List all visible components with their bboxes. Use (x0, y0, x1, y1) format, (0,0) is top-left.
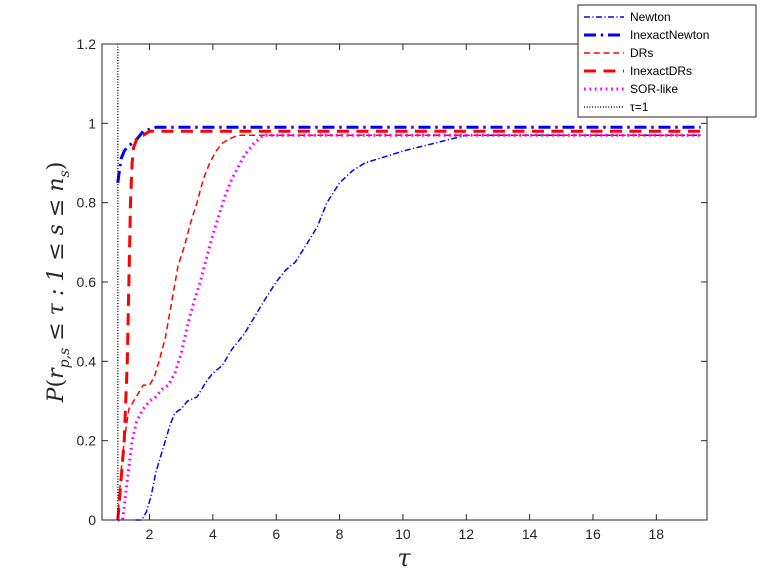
x-tick-label: 2 (146, 526, 154, 542)
x-axis-label: τ (397, 544, 411, 572)
legend-label: τ=1 (630, 100, 649, 114)
series-inexactnewton (116, 125, 701, 183)
legend-label: InexactNewton (630, 28, 709, 42)
y-tick-label: 0 (88, 512, 96, 528)
y-tick-label: 1 (88, 115, 96, 131)
legend-label: DRs (630, 46, 653, 60)
x-tick-label: 8 (336, 526, 344, 542)
x-tick-label: 10 (395, 526, 411, 542)
y-label-rest: ≤ τ : 1 ≤ s ≤ (44, 192, 69, 348)
y-label-n: n (44, 177, 69, 191)
y-label-p: P (44, 386, 69, 403)
y-tick-label: 0.2 (77, 433, 97, 449)
y-tick-label: 0.6 (77, 274, 97, 290)
legend-items: Newton InexactNewton DRs InexactDRs SOR-like… (584, 10, 709, 114)
svg-text:P(rp,s ≤ τ : 1 ≤ s ≤ ns): P(rp,s ≤ τ : 1 ≤ s ≤ ns) (44, 162, 73, 404)
legend: Newton InexactNewton DRs InexactDRs SOR-like… (577, 4, 757, 118)
y-tick-label: 0.8 (77, 195, 97, 211)
x-tick-label: 14 (522, 526, 538, 542)
x-tick-label: 12 (458, 526, 474, 542)
y-label-n-sub: s (57, 170, 73, 177)
y-tick-label: 0.4 (77, 353, 97, 369)
y-axis-label: P(rp,s ≤ τ : 1 ≤ s ≤ ns) (44, 162, 73, 404)
legend-box (577, 4, 757, 118)
series-inexactdrs (116, 129, 701, 521)
series-sor-like (117, 133, 701, 522)
plot-area (102, 44, 707, 520)
series-layer (116, 44, 701, 522)
y-label-r: r (44, 367, 69, 379)
x-tick-label: 18 (649, 526, 665, 542)
legend-label: Newton (630, 10, 671, 24)
series-drs (117, 134, 701, 521)
legend-label: SOR-like (630, 82, 678, 96)
y-label-r-sub: p,s (57, 348, 73, 369)
x-tick-label: 6 (272, 526, 280, 542)
y-label-open: ( (44, 379, 69, 388)
y-ticks: 0 0.2 0.4 0.6 0.8 1 1.2 (77, 36, 707, 528)
legend-label: InexactDRs (630, 64, 692, 78)
y-tick-label: 1.2 (77, 36, 97, 52)
x-tick-label: 16 (585, 526, 601, 542)
x-tick-label: 4 (209, 526, 217, 542)
x-ticks: 2 4 6 8 10 12 14 16 18 (146, 44, 665, 542)
y-label-close: ) (44, 162, 69, 171)
